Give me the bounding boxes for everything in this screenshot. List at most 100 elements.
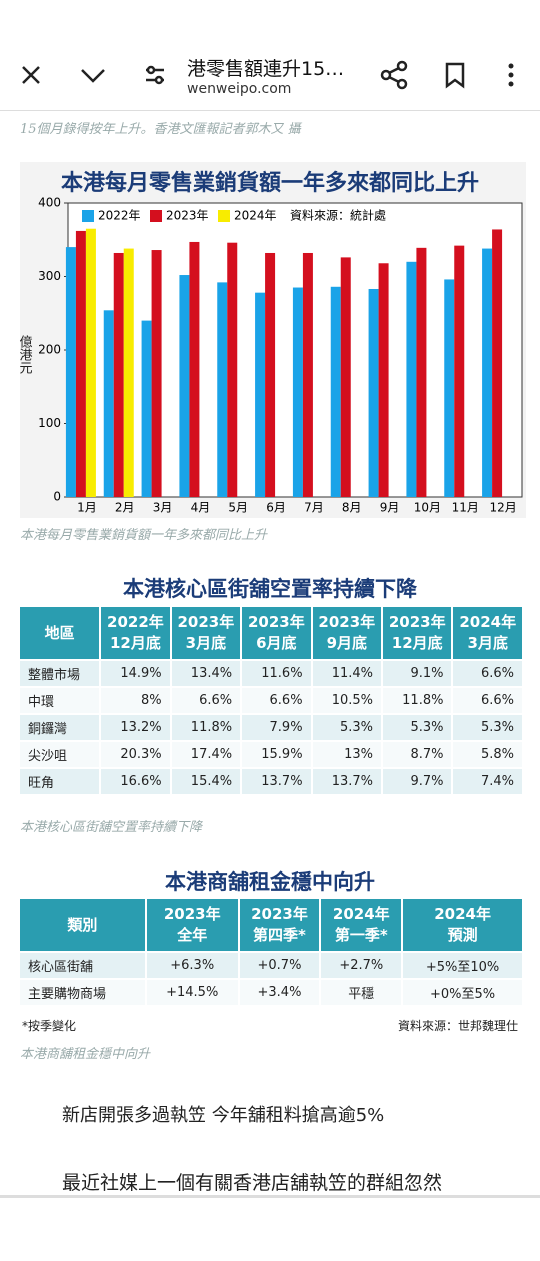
header-text: 2024年 [459,613,517,631]
bar [492,229,503,497]
caption: 本港商舖租金穩中向升 [20,1047,151,1062]
table-row: 主要購物商場 +14.5% +3.4% 平穩 +0%至5% [18,978,524,1007]
x-tick-label: 2月 [115,501,135,515]
table-row: 中環 8% 6.6% 6.6% 10.5% 11.8% 6.6% [17,686,524,715]
rent-table: 類別 2023年全年 2023年第四季* 2024年 第一季* 2024年預測核心區街舖 +… [18,897,524,1007]
bar [265,252,276,497]
table-cell: 旺角 [17,767,102,796]
table-row: 旺角 16.6% 15.4% 13.7% 13.7% 9.7% 7.4% [17,767,524,796]
bar [85,228,96,497]
expand-icon[interactable] [81,69,105,83]
toolbar: 港零售額連升15… wenweipo.com [0,0,540,111]
bar [302,252,313,497]
bar [330,286,341,497]
table-title: 本港商舖租金穩中向升 [165,869,375,894]
table-cell: 15.9% [240,740,313,769]
divider [0,1195,540,1198]
table-cell: 13.4% [169,659,243,688]
bar [227,242,238,497]
y-tick-label: 0 [53,490,61,504]
x-tick-label: 4月 [191,501,211,515]
header-text: 預測 [447,926,478,944]
table-cell: 6.6% [169,686,243,715]
x-tick-label: 7月 [304,501,324,515]
header-cell: 2023年 12月底 [381,605,454,661]
header-text: 2023年 [388,613,446,631]
toolbar-icons [22,60,514,90]
table-cell: +5%至10% [401,951,524,980]
article-headline: 新店開張多過執笠 今年舖租料搶高逾5% [62,1105,385,1126]
header-text: 第四季* [253,926,306,944]
header-text: 2023年 [318,613,376,631]
header-cell: 2023年 6月底 [240,605,313,661]
table-cell: 5.3% [310,713,384,742]
legend-swatch [82,210,94,222]
share-icon[interactable] [380,60,408,90]
table-cell: 6.6% [451,659,524,688]
table-row: 銅鑼灣 13.2% 11.8% 7.9% 5.3% 5.3% 5.3% [17,713,524,742]
bar [113,252,124,497]
source: 資料來源：世邦魏理仕 [397,1019,518,1033]
header-text: 地區 [44,623,75,642]
header-text: 第一季* [334,926,388,944]
bar [103,310,114,497]
legend-swatch [218,210,230,222]
header-cell: 2022年 12月底 [99,605,172,661]
table-row: 尖沙咀 20.3% 17.4% 15.9% 13% 8.7% 5.8% [17,740,524,769]
footnote: *按季變化 [22,1019,77,1033]
header-text: 2023年 [251,905,308,923]
table-cell: 整體市場 [17,659,102,688]
vacancy-table: 地區 2022年 12月底 2023年 3月底 2023年 6月底 2023年 9月底 2023年… [17,605,524,796]
table-cell: 11.4% [310,659,384,688]
table-cell: 10.5% [310,686,384,715]
y-tick-label: 200 [38,343,61,357]
table-cell: 平穩 [319,978,404,1007]
x-tick-label: 12月 [489,501,516,515]
x-tick-label: 5月 [228,501,248,515]
header-cell: 2024年 第一季* [319,897,404,953]
y-tick-label: 300 [38,269,61,283]
bookmark-icon[interactable] [445,62,465,89]
table-cell: 13.7% [310,767,384,796]
header-text: 6月底 [256,634,297,652]
table-cell: 17.4% [169,740,243,769]
y-tick-label: 400 [38,196,61,210]
header-text: 9月底 [326,634,367,652]
header-cell: 2023年 3月底 [169,605,243,661]
x-tick-label: 3月 [153,501,173,515]
bar [75,230,86,497]
bar [65,247,76,497]
legend-swatch [150,210,162,222]
chart-title: 本港每月零售業銷貨額一年多來都同比上升 [61,170,479,196]
table-cell: 中環 [17,686,102,715]
y-tick-label: 100 [38,416,61,430]
table-cell: 11.8% [381,686,454,715]
header-text: 12月底 [391,634,443,652]
table-cell: 5.8% [451,740,524,769]
table-cell: 15.4% [169,767,243,796]
table-cell: 銅鑼灣 [17,713,102,742]
table-cell: 13.7% [240,767,313,796]
table-cell: 7.9% [240,713,313,742]
header-text: 2024年 [434,905,491,923]
header-text: 全年 [177,926,208,944]
close-icon[interactable] [22,66,40,84]
settings-icon[interactable] [146,65,164,85]
table-cell: 主要購物商場 [18,978,147,1007]
page-url: wenweipo.com [187,81,292,97]
table-cell: +0.7% [237,951,322,980]
table-cell: 16.6% [99,767,172,796]
table-cell: 6.6% [451,686,524,715]
bar [444,279,455,497]
legend-label: 2023年 [166,209,209,223]
bar [255,292,266,497]
table-row: 核心區街舖 +6.3% +0.7% +2.7% +5%至10% [18,951,524,980]
x-tick-label: 10月 [414,501,441,515]
table-cell: 11.6% [240,659,313,688]
bar [151,250,162,497]
header-cell: 類別 [18,897,147,953]
table-cell: +14.5% [144,978,240,1007]
header-text: 2023年 [163,905,221,923]
menu-icon[interactable] [508,63,514,87]
